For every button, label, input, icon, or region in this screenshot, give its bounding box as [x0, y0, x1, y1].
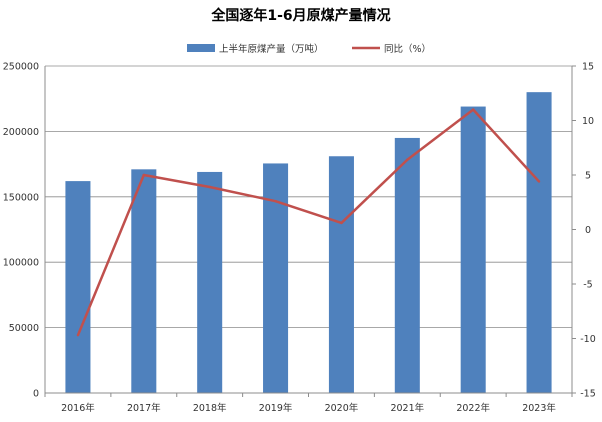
- legend: 上半年原煤产量（万吨） 同比（%）: [187, 43, 431, 55]
- legend-bar-label: 上半年原煤产量（万吨）: [219, 43, 324, 55]
- x-axis-ticks: 2016年 2017年 2018年 2019年 2020年 2021年 2022年 2023年: [61, 402, 556, 414]
- x-tick-label: 2020年: [325, 402, 359, 414]
- right-tick-label: -10: [580, 334, 596, 345]
- left-tick-label: 100000: [3, 258, 39, 269]
- x-tick-label: 2021年: [390, 402, 424, 414]
- left-tick-label: 0: [33, 389, 39, 400]
- legend-line-label: 同比（%）: [384, 43, 431, 55]
- axes: [44, 66, 573, 397]
- bar: [328, 156, 354, 393]
- x-tick-label: 2019年: [259, 402, 293, 414]
- x-tick-label: 2022年: [456, 402, 490, 414]
- right-tick-label: 10: [582, 116, 594, 127]
- left-tick-label: 50000: [9, 323, 39, 334]
- yoy-line: [76, 108, 540, 336]
- left-tick-label: 150000: [3, 192, 39, 203]
- bar: [197, 171, 223, 393]
- legend-bar-swatch: [187, 44, 215, 52]
- line-point: [471, 108, 475, 111]
- right-tick-label: 0: [585, 225, 591, 236]
- x-tick-label: 2017年: [127, 402, 161, 414]
- left-tick-label: 200000: [3, 127, 39, 138]
- bar: [131, 169, 157, 393]
- right-tick-label: 5: [585, 171, 591, 182]
- x-tick-label: 2018年: [193, 402, 227, 414]
- right-axis-ticks: -15 -10 -5 0 5 10 15: [572, 62, 596, 400]
- line-point: [208, 185, 211, 189]
- line-point: [406, 158, 409, 161]
- bar: [65, 181, 91, 393]
- bar: [394, 137, 420, 393]
- left-tick-label: 250000: [3, 62, 39, 73]
- left-axis-ticks: 0 50000 100000 150000 200000 250000: [3, 62, 39, 400]
- x-tick-label: 2023年: [522, 402, 556, 414]
- line-point: [537, 180, 541, 183]
- gridlines: [45, 65, 572, 394]
- line-point: [340, 221, 343, 225]
- right-tick-label: 15: [582, 62, 594, 73]
- bar: [460, 106, 486, 393]
- line-series: [76, 108, 541, 337]
- chart-title: 全国逐年1-6月原煤产量情况: [210, 7, 390, 24]
- bar: [263, 163, 289, 393]
- line-point: [142, 173, 146, 177]
- x-tick-label: 2016年: [61, 402, 95, 414]
- right-tick-label: -15: [580, 389, 596, 400]
- bar-series: [65, 92, 552, 393]
- line-point: [274, 199, 277, 203]
- line-point: [76, 334, 80, 337]
- bar: [526, 92, 552, 393]
- right-tick-label: -5: [583, 280, 592, 291]
